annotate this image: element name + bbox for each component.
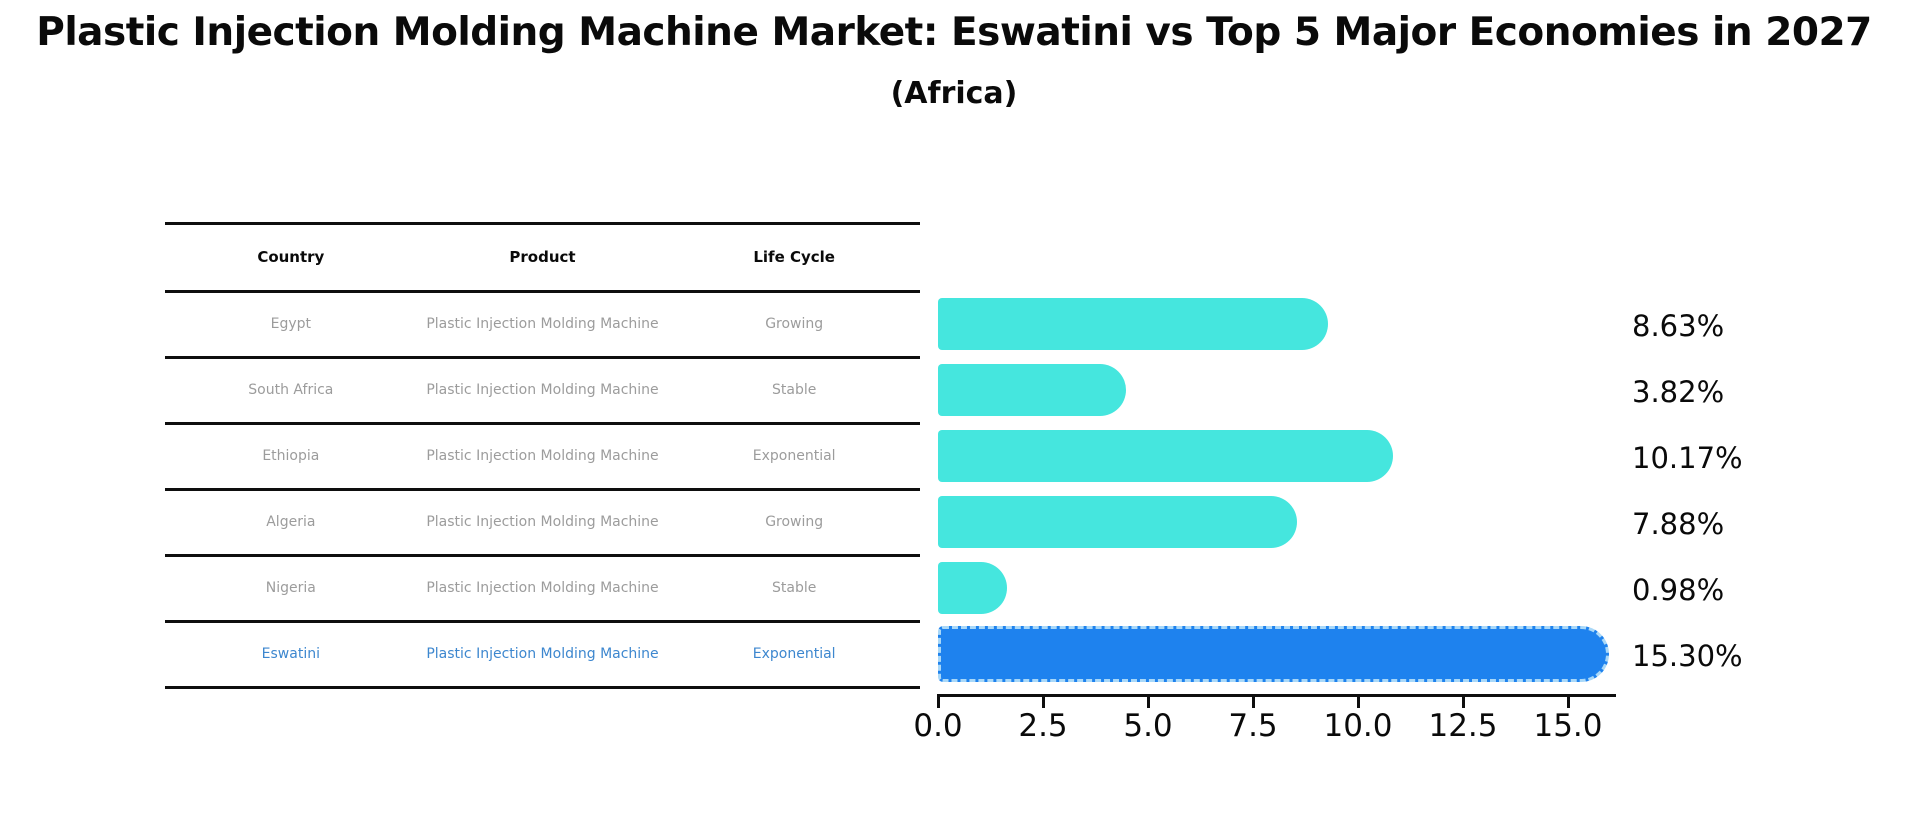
cell-life-cycle: Stable bbox=[772, 381, 817, 398]
column-header-life-cycle: Life Cycle bbox=[753, 248, 835, 267]
cell-country: South Africa bbox=[248, 381, 334, 398]
bar-ethiopia bbox=[938, 430, 1393, 482]
cell-country: Egypt bbox=[270, 315, 312, 332]
table-row: Algeria Plastic Injection Molding Machin… bbox=[165, 488, 920, 554]
x-axis-line bbox=[937, 694, 1616, 697]
column-header-country: Country bbox=[257, 248, 325, 267]
value-label: 3.82% bbox=[1632, 375, 1725, 409]
table-row-highlighted: Eswatini Plastic Injection Molding Machi… bbox=[165, 620, 920, 689]
table-header-row: Country Product Life Cycle bbox=[165, 222, 920, 290]
x-axis-tick bbox=[1357, 697, 1360, 708]
cell-life-cycle: Stable bbox=[772, 579, 817, 596]
bar-nigeria bbox=[938, 562, 1007, 614]
bar-eswatini-highlighted bbox=[938, 626, 1609, 682]
column-header-product: Product bbox=[509, 248, 576, 267]
x-tick-label: 7.5 bbox=[1228, 708, 1278, 744]
chart-title: Plastic Injection Molding Machine Market… bbox=[36, 10, 1872, 55]
x-tick-label: 15.0 bbox=[1533, 708, 1603, 744]
country-table: Country Product Life Cycle Egypt Plastic… bbox=[165, 222, 920, 689]
cell-product: Plastic Injection Molding Machine bbox=[426, 513, 659, 530]
bar-algeria bbox=[938, 496, 1297, 548]
cell-life-cycle: Growing bbox=[765, 315, 824, 332]
table-row: South Africa Plastic Injection Molding M… bbox=[165, 356, 920, 422]
x-axis-tick bbox=[1042, 697, 1045, 708]
x-axis-tick bbox=[1567, 697, 1570, 708]
x-tick-label: 2.5 bbox=[1018, 708, 1068, 744]
value-label: 15.30% bbox=[1632, 639, 1743, 673]
chart-subtitle: (Africa) bbox=[890, 76, 1018, 111]
x-tick-label: 12.5 bbox=[1428, 708, 1498, 744]
table-row: Ethiopia Plastic Injection Molding Machi… bbox=[165, 422, 920, 488]
table-row: Egypt Plastic Injection Molding Machine … bbox=[165, 290, 920, 356]
value-label: 10.17% bbox=[1632, 441, 1743, 475]
bar-egypt bbox=[938, 298, 1328, 350]
x-tick-label: 5.0 bbox=[1123, 708, 1173, 744]
cell-life-cycle: Growing bbox=[765, 513, 824, 530]
cell-product: Plastic Injection Molding Machine bbox=[426, 645, 659, 662]
cell-country: Ethiopia bbox=[262, 447, 320, 464]
value-label: 7.88% bbox=[1632, 507, 1725, 541]
cell-life-cycle: Exponential bbox=[752, 447, 836, 464]
x-axis-tick bbox=[1147, 697, 1150, 708]
value-label: 0.98% bbox=[1632, 573, 1725, 607]
bar-south-africa bbox=[938, 364, 1126, 416]
cell-country: Algeria bbox=[266, 513, 316, 530]
x-tick-label: 10.0 bbox=[1323, 708, 1393, 744]
x-axis-tick bbox=[1462, 697, 1465, 708]
cell-country: Nigeria bbox=[265, 579, 316, 596]
table-row: Nigeria Plastic Injection Molding Machin… bbox=[165, 554, 920, 620]
value-label: 8.63% bbox=[1632, 309, 1725, 343]
x-axis-tick bbox=[937, 697, 940, 708]
cell-life-cycle: Exponential bbox=[752, 645, 836, 662]
cell-product: Plastic Injection Molding Machine bbox=[426, 381, 659, 398]
x-tick-label: 0.0 bbox=[913, 708, 963, 744]
cell-product: Plastic Injection Molding Machine bbox=[426, 579, 659, 596]
cell-country: Eswatini bbox=[261, 645, 320, 662]
cell-product: Plastic Injection Molding Machine bbox=[426, 447, 659, 464]
x-axis-tick bbox=[1252, 697, 1255, 708]
cell-product: Plastic Injection Molding Machine bbox=[426, 315, 659, 332]
